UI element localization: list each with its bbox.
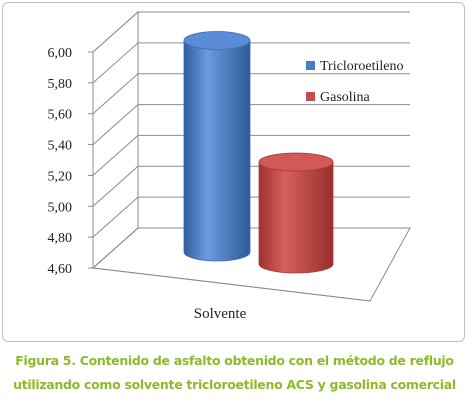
legend-swatch-gasolina	[306, 92, 315, 101]
bar-tricloroetileno	[183, 31, 251, 262]
floor	[91, 227, 411, 302]
bars	[183, 31, 334, 274]
y-tick-label: 5,20	[48, 169, 73, 184]
y-tick-label: 5,80	[48, 77, 73, 92]
y-tick-label: 4,80	[48, 231, 73, 246]
gridline	[92, 134, 410, 176]
y-tick-label: 5,00	[48, 200, 73, 215]
bar-chart-3d: 6,00 5,80 5,60 5,40 5,20 5,00 4,80 4,60 Solvent…	[48, 10, 411, 322]
legend-label-gasolina: Gasolina	[320, 90, 371, 105]
y-tick-label: 5,60	[48, 108, 73, 123]
caption-line-2: utilizando como solvente tricloroetileno…	[13, 377, 456, 392]
legend-swatch-tricloroetileno	[306, 61, 315, 70]
gridline	[92, 104, 410, 145]
gridline	[92, 73, 410, 115]
gridline	[92, 196, 410, 238]
legend-label-tricloroetileno: Tricloroetileno	[320, 59, 403, 74]
side-wall	[92, 10, 139, 270]
x-axis-line	[92, 267, 371, 302]
caption-line-1: Figura 5. Contenido de asfalto obtenido …	[15, 353, 454, 368]
gridline	[92, 165, 410, 207]
bar-top	[258, 152, 334, 172]
gridlines	[92, 11, 410, 269]
y-axis-ticks: 6,00 5,80 5,60 5,40 5,20 5,00 4,80 4,60	[48, 46, 93, 277]
bar-gasolina	[258, 152, 334, 274]
chart-walls	[91, 10, 411, 302]
legend: Tricloroetileno Gasolina	[306, 59, 403, 105]
bar-body	[183, 40, 251, 262]
x-category-label: Solvente	[194, 306, 247, 322]
y-tick-label: 6,00	[48, 46, 73, 61]
gridline	[92, 42, 410, 84]
y-tick-label: 5,40	[48, 139, 73, 154]
y-tick-label: 4,60	[48, 262, 73, 277]
gridline	[92, 11, 410, 53]
figure-caption: Figura 5. Contenido de asfalto obtenido …	[0, 349, 469, 397]
bar-body	[258, 161, 334, 274]
gridline	[92, 227, 410, 269]
bar-top	[183, 31, 251, 50]
